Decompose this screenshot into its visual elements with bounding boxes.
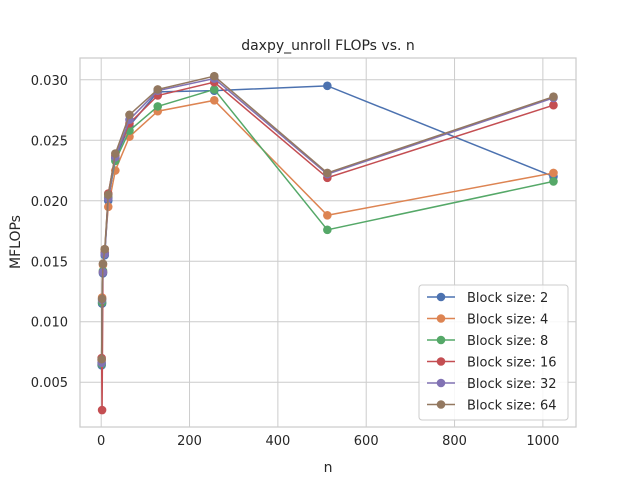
- legend-item: Block size: 64: [427, 399, 557, 414]
- data-point: [549, 92, 558, 102]
- x-axis-label: n: [324, 460, 333, 476]
- data-point: [153, 85, 163, 94]
- data-point: [100, 244, 110, 254]
- data-point: [549, 100, 558, 110]
- legend-label: Block size: 4: [467, 313, 548, 328]
- legend-item: Block size: 16: [427, 356, 557, 371]
- y-tick-label: 0.010: [31, 316, 68, 331]
- legend-label: Block size: 64: [467, 399, 557, 414]
- data-point: [323, 81, 332, 91]
- legend-marker: [436, 314, 446, 323]
- legend-label: Block size: 32: [467, 377, 557, 392]
- x-tick-label: 0: [97, 434, 105, 449]
- legend-item: Block size: 2: [427, 291, 548, 306]
- legend-marker: [436, 400, 446, 409]
- data-point: [98, 259, 108, 268]
- legend-label: Block size: 16: [467, 356, 557, 371]
- legend-label: Block size: 2: [467, 291, 548, 306]
- data-point: [549, 168, 558, 178]
- data-point: [209, 96, 219, 105]
- series-6: [97, 71, 558, 364]
- y-tick-label: 0.005: [31, 376, 68, 391]
- data-point: [323, 225, 332, 235]
- legend: Block size: 2 Block size: 4 Block size: 8 B…: [418, 284, 569, 421]
- legend-marker: [436, 357, 446, 366]
- legend-marker: [436, 335, 446, 345]
- x-tick-label: 800: [442, 434, 467, 449]
- series-group: [97, 71, 558, 415]
- data-point: [97, 405, 107, 415]
- legend-label: Block size: 8: [467, 334, 548, 349]
- data-point: [209, 85, 219, 94]
- legend-marker: [436, 378, 446, 388]
- x-tick-label: 600: [354, 434, 379, 449]
- x-tick-label: 200: [177, 434, 202, 449]
- chart-title: daxpy_unroll FLOPs vs. n: [241, 38, 415, 54]
- data-point: [549, 177, 558, 186]
- data-point: [153, 102, 163, 111]
- legend-box: [418, 284, 569, 421]
- data-point: [125, 110, 134, 120]
- data-point: [323, 210, 332, 220]
- y-tick-label: 0.015: [31, 255, 68, 270]
- data-point: [111, 149, 120, 158]
- legend-item: Block size: 32: [427, 377, 557, 392]
- data-point: [103, 190, 113, 200]
- plot-frame: [79, 57, 577, 428]
- legend-item: Block size: 8: [427, 334, 548, 349]
- x-tick-label: 1000: [526, 434, 559, 449]
- y-axis-label: MFLOPs: [8, 215, 24, 269]
- x-tick-labels: 0 200 400 600 800 1000: [97, 434, 559, 449]
- y-tick-label: 0.030: [31, 74, 68, 89]
- grid: [80, 58, 576, 427]
- x-tick-label: 400: [265, 434, 290, 449]
- legend-marker: [436, 292, 446, 302]
- y-tick-label: 0.020: [31, 195, 68, 210]
- legend-item: Block size: 4: [427, 313, 548, 328]
- data-point: [97, 294, 107, 304]
- y-tick-labels: 0.005 0.010 0.015 0.020 0.025 0.030: [31, 74, 68, 391]
- data-point: [97, 354, 106, 364]
- y-tick-label: 0.025: [31, 134, 68, 149]
- data-point: [209, 71, 219, 81]
- data-point: [323, 168, 332, 178]
